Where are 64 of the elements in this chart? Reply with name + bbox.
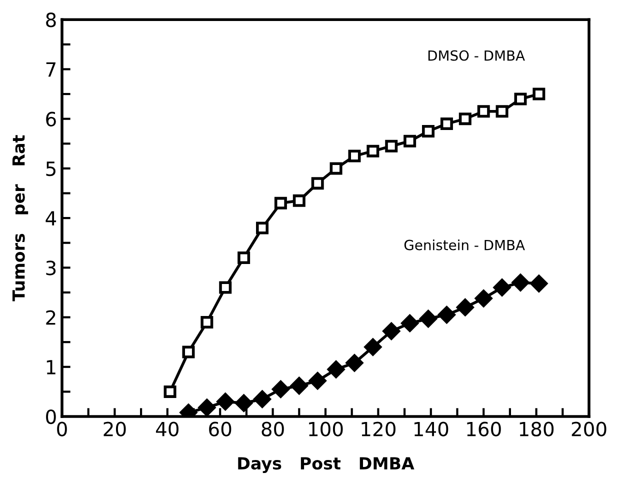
point	[254, 390, 272, 408]
y-tick-label: 1	[46, 360, 56, 374]
point	[382, 322, 400, 340]
point	[422, 124, 435, 138]
point	[182, 346, 195, 358]
x-tick-label: 140	[414, 422, 448, 436]
x-tick-label: 20	[104, 422, 126, 436]
point	[493, 278, 511, 296]
point	[385, 140, 398, 152]
point	[200, 316, 214, 328]
y-tick-label: 8	[46, 12, 56, 28]
y-tick-label: 5	[46, 162, 56, 176]
point	[235, 394, 253, 412]
text: DMSO - DMBA	[428, 50, 525, 61]
series-label: Genistein - DMBA	[404, 240, 525, 250]
point	[290, 376, 308, 394]
point	[366, 144, 380, 158]
point	[456, 298, 474, 316]
x-tick-label: 160	[467, 422, 501, 436]
point	[474, 290, 492, 308]
x-tick-label: 80	[262, 422, 284, 436]
point	[514, 92, 527, 106]
y-tick-label: 7	[46, 62, 56, 77]
point	[496, 105, 508, 118]
point	[327, 360, 345, 378]
point	[404, 134, 416, 148]
point	[438, 306, 456, 324]
x-tick-label: 40	[156, 422, 178, 436]
point	[272, 380, 290, 398]
x-tick-label: 200	[572, 422, 606, 436]
x-tick-label: 180	[520, 422, 554, 436]
point	[308, 372, 326, 390]
point	[532, 88, 546, 100]
y-tick-label: 2	[46, 310, 56, 325]
point	[346, 354, 364, 372]
x-axis-title: Days Post DMBA	[238, 457, 414, 473]
point	[330, 162, 342, 175]
point	[401, 314, 419, 332]
point	[512, 274, 530, 292]
y-axis-title: Tumors per Rat	[12, 135, 28, 302]
point	[164, 385, 176, 398]
point	[530, 274, 548, 292]
x-tick-label: 120	[362, 422, 396, 436]
point	[477, 105, 490, 118]
y-tick-label: 0	[46, 409, 56, 424]
y-tick-label: 6	[46, 112, 56, 126]
point	[216, 392, 234, 410]
x-tick-label: 0	[57, 422, 67, 436]
point	[292, 194, 306, 207]
point	[364, 338, 382, 356]
point	[440, 118, 453, 130]
x-tick-label: 60	[209, 422, 232, 436]
y-tick-label: 4	[46, 211, 56, 226]
point	[256, 222, 269, 234]
x-tick-label: 100	[309, 422, 343, 436]
point	[238, 251, 250, 264]
point	[348, 150, 361, 162]
point	[458, 112, 472, 126]
y-tick-label: 3	[46, 260, 56, 276]
point	[219, 281, 232, 294]
point	[274, 196, 287, 210]
point	[420, 310, 438, 328]
point	[311, 177, 324, 190]
point	[198, 398, 216, 416]
